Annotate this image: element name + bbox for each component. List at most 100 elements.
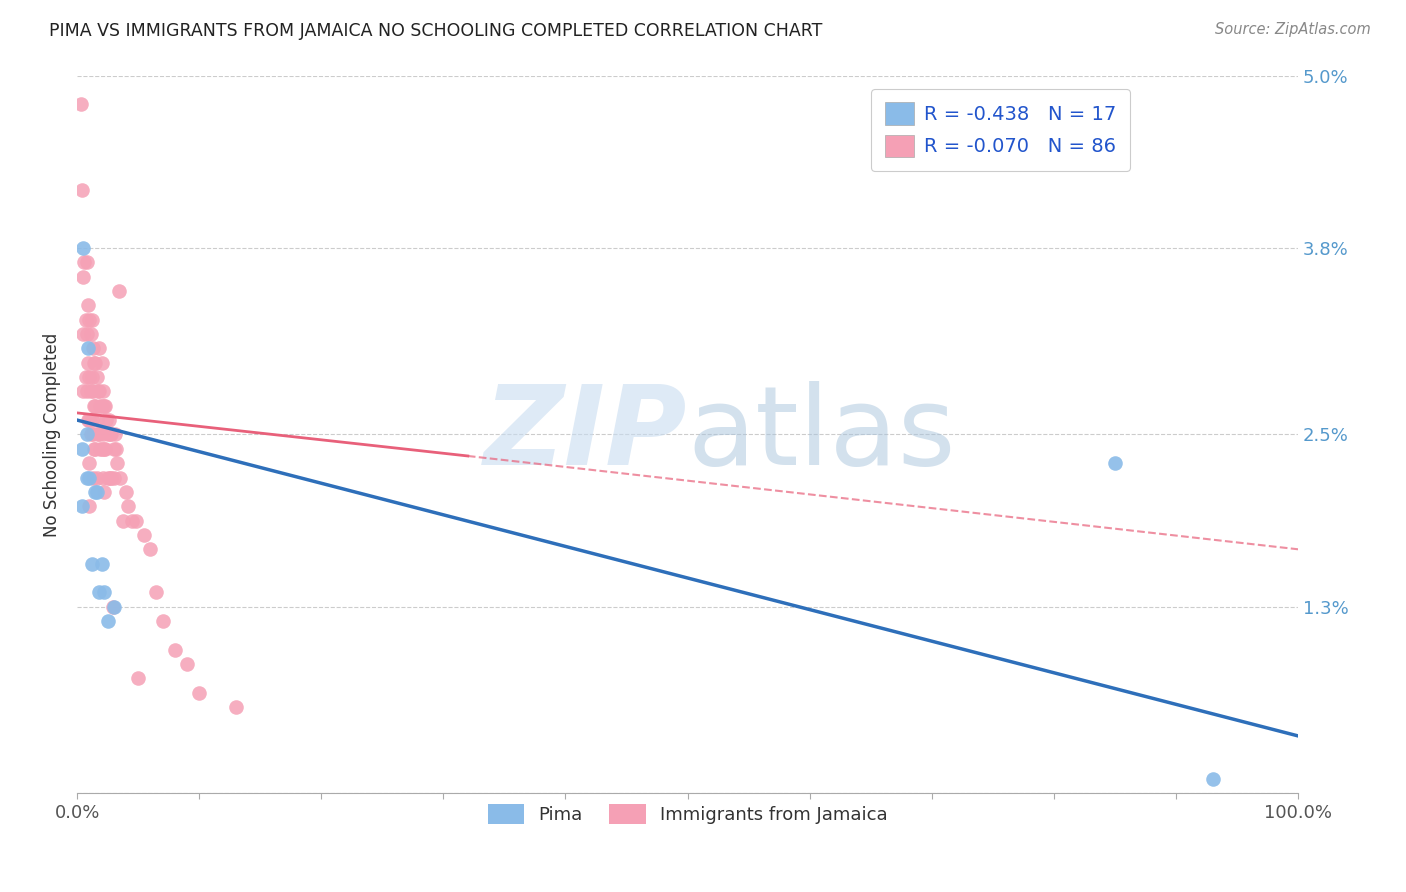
Point — [69, 97, 91, 112]
Point — [79, 370, 101, 384]
Point — [77, 341, 100, 355]
Point — [117, 500, 139, 514]
Point — [82, 427, 104, 442]
Point — [84, 399, 107, 413]
Point — [87, 384, 110, 399]
Point — [152, 614, 174, 628]
Point — [90, 399, 112, 413]
Point — [1201, 772, 1223, 786]
Point — [79, 427, 101, 442]
Point — [86, 484, 108, 499]
Point — [125, 514, 148, 528]
Point — [90, 442, 112, 456]
Point — [176, 657, 198, 672]
Point — [225, 700, 247, 714]
Point — [93, 442, 115, 456]
Point — [80, 370, 103, 384]
Point — [90, 557, 112, 571]
Point — [134, 528, 156, 542]
Point — [98, 427, 121, 442]
Point — [91, 384, 114, 399]
Point — [87, 427, 110, 442]
Point — [79, 456, 101, 470]
Point — [97, 614, 120, 628]
Point — [72, 384, 94, 399]
Point — [93, 484, 115, 499]
Point — [70, 183, 93, 197]
Point — [83, 442, 105, 456]
Point — [96, 413, 118, 427]
Point — [79, 384, 101, 399]
Point — [77, 413, 100, 427]
Point — [79, 326, 101, 341]
Point — [73, 255, 96, 269]
Point — [75, 312, 97, 326]
Point — [93, 585, 115, 599]
Point — [89, 399, 111, 413]
Point — [84, 356, 107, 370]
Point — [1104, 456, 1126, 470]
Point — [86, 370, 108, 384]
Point — [80, 557, 103, 571]
Point — [82, 384, 104, 399]
Point — [100, 427, 122, 442]
Point — [103, 599, 125, 614]
Point — [145, 585, 167, 599]
Point — [87, 341, 110, 355]
Point — [103, 470, 125, 484]
Point — [97, 470, 120, 484]
Point — [84, 484, 107, 499]
Point — [121, 514, 143, 528]
Text: atlas: atlas — [688, 381, 956, 488]
Point — [115, 484, 138, 499]
Point — [107, 284, 129, 298]
Point — [94, 399, 117, 413]
Point — [76, 255, 98, 269]
Text: Source: ZipAtlas.com: Source: ZipAtlas.com — [1215, 22, 1371, 37]
Point — [76, 470, 98, 484]
Point — [79, 312, 101, 326]
Point — [97, 427, 120, 442]
Point — [93, 399, 115, 413]
Point — [83, 356, 105, 370]
Point — [77, 356, 100, 370]
Point — [105, 456, 128, 470]
Point — [91, 470, 114, 484]
Text: PIMA VS IMMIGRANTS FROM JAMAICA NO SCHOOLING COMPLETED CORRELATION CHART: PIMA VS IMMIGRANTS FROM JAMAICA NO SCHOO… — [49, 22, 823, 40]
Point — [94, 442, 117, 456]
Point — [105, 442, 128, 456]
Point — [87, 585, 110, 599]
Point — [100, 470, 122, 484]
Point — [79, 413, 101, 427]
Point — [86, 413, 108, 427]
Point — [72, 326, 94, 341]
Point — [89, 442, 111, 456]
Point — [75, 370, 97, 384]
Text: ZIP: ZIP — [484, 381, 688, 488]
Point — [86, 470, 108, 484]
Point — [90, 356, 112, 370]
Point — [79, 470, 101, 484]
Point — [82, 470, 104, 484]
Point — [112, 514, 135, 528]
Legend: Pima, Immigrants from Jamaica: Pima, Immigrants from Jamaica — [477, 793, 898, 835]
Point — [108, 470, 131, 484]
Point — [98, 470, 121, 484]
Point — [80, 312, 103, 326]
Y-axis label: No Schooling Completed: No Schooling Completed — [44, 333, 60, 537]
Point — [82, 341, 104, 355]
Point — [103, 442, 125, 456]
Point — [79, 500, 101, 514]
Point — [101, 599, 124, 614]
Point — [97, 413, 120, 427]
Point — [76, 384, 98, 399]
Point — [80, 413, 103, 427]
Point — [104, 427, 127, 442]
Point — [72, 241, 94, 255]
Point — [83, 399, 105, 413]
Point — [87, 384, 110, 399]
Point — [91, 427, 114, 442]
Point — [76, 427, 98, 442]
Point — [70, 500, 93, 514]
Point — [127, 672, 149, 686]
